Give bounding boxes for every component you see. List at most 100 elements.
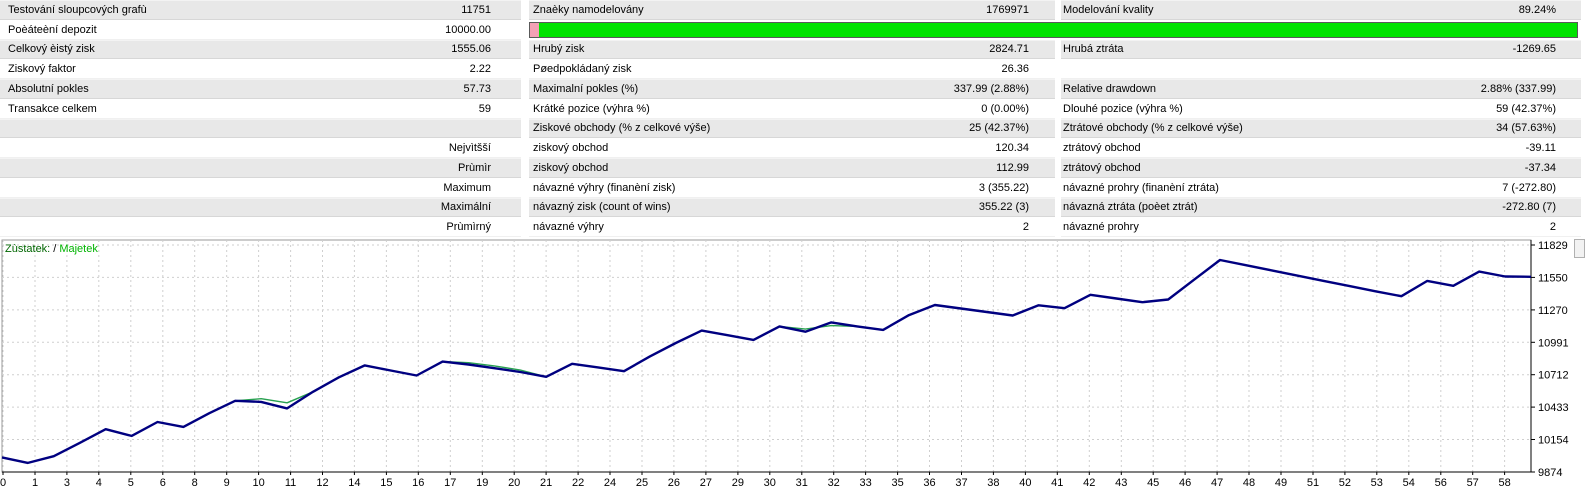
report-row: Maximum návazné výhry (finanèní zisk) 3 (… (0, 177, 1589, 198)
stat-label: Ziskové obchody (% z celkové výše) (533, 122, 711, 135)
svg-text:10991: 10991 (1538, 337, 1569, 349)
svg-text:31: 31 (796, 477, 808, 489)
report-row: Poèáteèní depozit 10000.00 (0, 19, 1589, 40)
svg-text:5: 5 (128, 477, 134, 489)
stat-label: Relative drawdown (1063, 82, 1156, 95)
svg-text:33: 33 (859, 477, 871, 489)
svg-text:14: 14 (348, 477, 360, 489)
stat-value: Maximum (443, 181, 491, 194)
chart-scrollbar[interactable] (1574, 239, 1585, 258)
svg-text:51: 51 (1307, 477, 1319, 489)
stat-value: -272.80 (7) (1502, 201, 1556, 214)
svg-text:49: 49 (1275, 477, 1287, 489)
stat-value: -39.11 (1525, 142, 1556, 155)
stat-value: Nejvìtšší (448, 142, 491, 155)
report-row: Absolutní pokles 57.73 Maximalní pokles (… (0, 79, 1589, 99)
svg-text:3: 3 (64, 477, 70, 489)
stat-value: 25 (42.37%) (969, 122, 1029, 135)
stat-label: Dlouhé pozice (výhra %) (1063, 102, 1183, 115)
svg-text:10433: 10433 (1538, 402, 1569, 414)
stat-label: návazné výhry (finanèní zisk) (533, 181, 676, 194)
svg-text:30: 30 (764, 477, 776, 489)
svg-text:46: 46 (1179, 477, 1191, 489)
svg-text:11829: 11829 (1538, 240, 1568, 252)
svg-text:8: 8 (192, 477, 198, 489)
stat-label: Ztrátové obchody (% z celkové výše) (1063, 122, 1243, 135)
stat-value: Prùmìr (458, 161, 491, 174)
stat-label: ziskový obchod (533, 142, 609, 155)
svg-text:37: 37 (955, 477, 967, 489)
svg-text:10712: 10712 (1538, 370, 1569, 382)
svg-text:35: 35 (891, 477, 903, 489)
svg-text:11: 11 (285, 477, 296, 489)
svg-text:17: 17 (444, 477, 456, 489)
svg-text:27: 27 (700, 477, 712, 489)
svg-text:10154: 10154 (1538, 435, 1569, 447)
stat-label: Poèáteèní depozit (8, 23, 97, 36)
svg-text:47: 47 (1211, 477, 1223, 489)
stat-label: návazné prohry (1063, 221, 1139, 234)
stat-value: 57.73 (463, 82, 491, 95)
stat-value: 0 (0.00%) (981, 102, 1029, 115)
svg-text:19: 19 (476, 477, 488, 489)
stat-label: Absolutní pokles (8, 82, 89, 95)
stat-label: ztrátový obchod (1063, 142, 1141, 155)
stat-value: 112.99 (996, 161, 1029, 174)
stat-value: 2824.71 (989, 43, 1029, 56)
progress-modelled-segment (539, 22, 1577, 37)
report-row: Celkový èistý zisk 1555.06 Hrubý zisk 2824… (0, 39, 1589, 60)
svg-text:32: 32 (828, 477, 840, 489)
svg-text:53: 53 (1371, 477, 1383, 489)
stat-value: 2.88% (337.99) (1480, 82, 1556, 95)
svg-text:41: 41 (1051, 477, 1063, 489)
report-row: Transakce celkem 59 Krátké pozice (výhra … (0, 98, 1589, 119)
svg-text:25: 25 (636, 477, 648, 489)
svg-text:45: 45 (1147, 477, 1159, 489)
svg-text:56: 56 (1435, 477, 1447, 489)
stat-label: Hrubá ztráta (1063, 43, 1124, 56)
svg-text:15: 15 (380, 477, 392, 489)
stat-label: Transakce celkem (8, 102, 97, 115)
svg-text:26: 26 (668, 477, 680, 489)
stat-value: 1769971 (986, 3, 1029, 16)
svg-text:36: 36 (923, 477, 935, 489)
svg-text:11270: 11270 (1538, 305, 1568, 317)
svg-text:57: 57 (1467, 477, 1479, 489)
stat-label: Celkový èistý zisk (8, 43, 95, 56)
balance-chart: Zùstatek: / Majetek 0 1 3 4 5 6 8 9 10 11 12 14 15 16 17… (0, 237, 1589, 490)
stat-label: Ziskový faktor (8, 63, 76, 76)
svg-text:29: 29 (732, 477, 744, 489)
stat-label: Krátké pozice (výhra %) (533, 102, 650, 115)
report-row: Ziskové obchody (% z celkové výše) 25 (42… (0, 118, 1589, 139)
stat-value: Maximální (440, 201, 491, 214)
stat-value: 337.99 (2.88%) (953, 82, 1029, 95)
report-row: Testování sloupcových grafù 11751 Znaèky … (0, 0, 1589, 20)
stat-label: ztrátový obchod (1063, 161, 1141, 174)
strategy-tester-report-table: Testování sloupcových grafù 11751 Znaèky … (0, 0, 1589, 237)
svg-text:58: 58 (1498, 477, 1510, 489)
stat-value: 26.36 (1001, 63, 1029, 76)
stat-label: návazné výhry (533, 221, 604, 234)
svg-text:52: 52 (1339, 477, 1351, 489)
svg-text:42: 42 (1083, 477, 1095, 489)
svg-text:24: 24 (604, 477, 616, 489)
svg-text:43: 43 (1115, 477, 1127, 489)
stat-value: 2 (1549, 221, 1556, 234)
svg-text:40: 40 (1019, 477, 1031, 489)
stat-label: Pøedpokládaný zisk (533, 63, 632, 76)
svg-text:22: 22 (572, 477, 584, 489)
svg-text:9: 9 (224, 477, 230, 489)
stat-value: 355.22 (3) (978, 201, 1029, 214)
stat-value: 10000.00 (445, 23, 491, 36)
stat-label: návazná ztráta (poèet ztrát) (1063, 201, 1198, 214)
stat-label: návazné prohry (finanèní ztráta) (1063, 181, 1219, 194)
report-row: Nejvìtšší ziskový obchod 120.34 ztrátový … (0, 138, 1589, 158)
svg-text:9874: 9874 (1538, 467, 1562, 479)
stat-label: Maximalní pokles (%) (533, 82, 639, 95)
progress-unmodelled-segment (530, 22, 539, 37)
stat-label: Testování sloupcových grafù (8, 3, 147, 16)
stat-value: 7 (-272.80) (1502, 181, 1556, 194)
stat-value: 59 (478, 102, 491, 115)
stat-value: Prùmìrný (446, 221, 491, 234)
report-row: Prùmìr ziskový obchod 112.99 ztrátový obc… (0, 158, 1589, 178)
